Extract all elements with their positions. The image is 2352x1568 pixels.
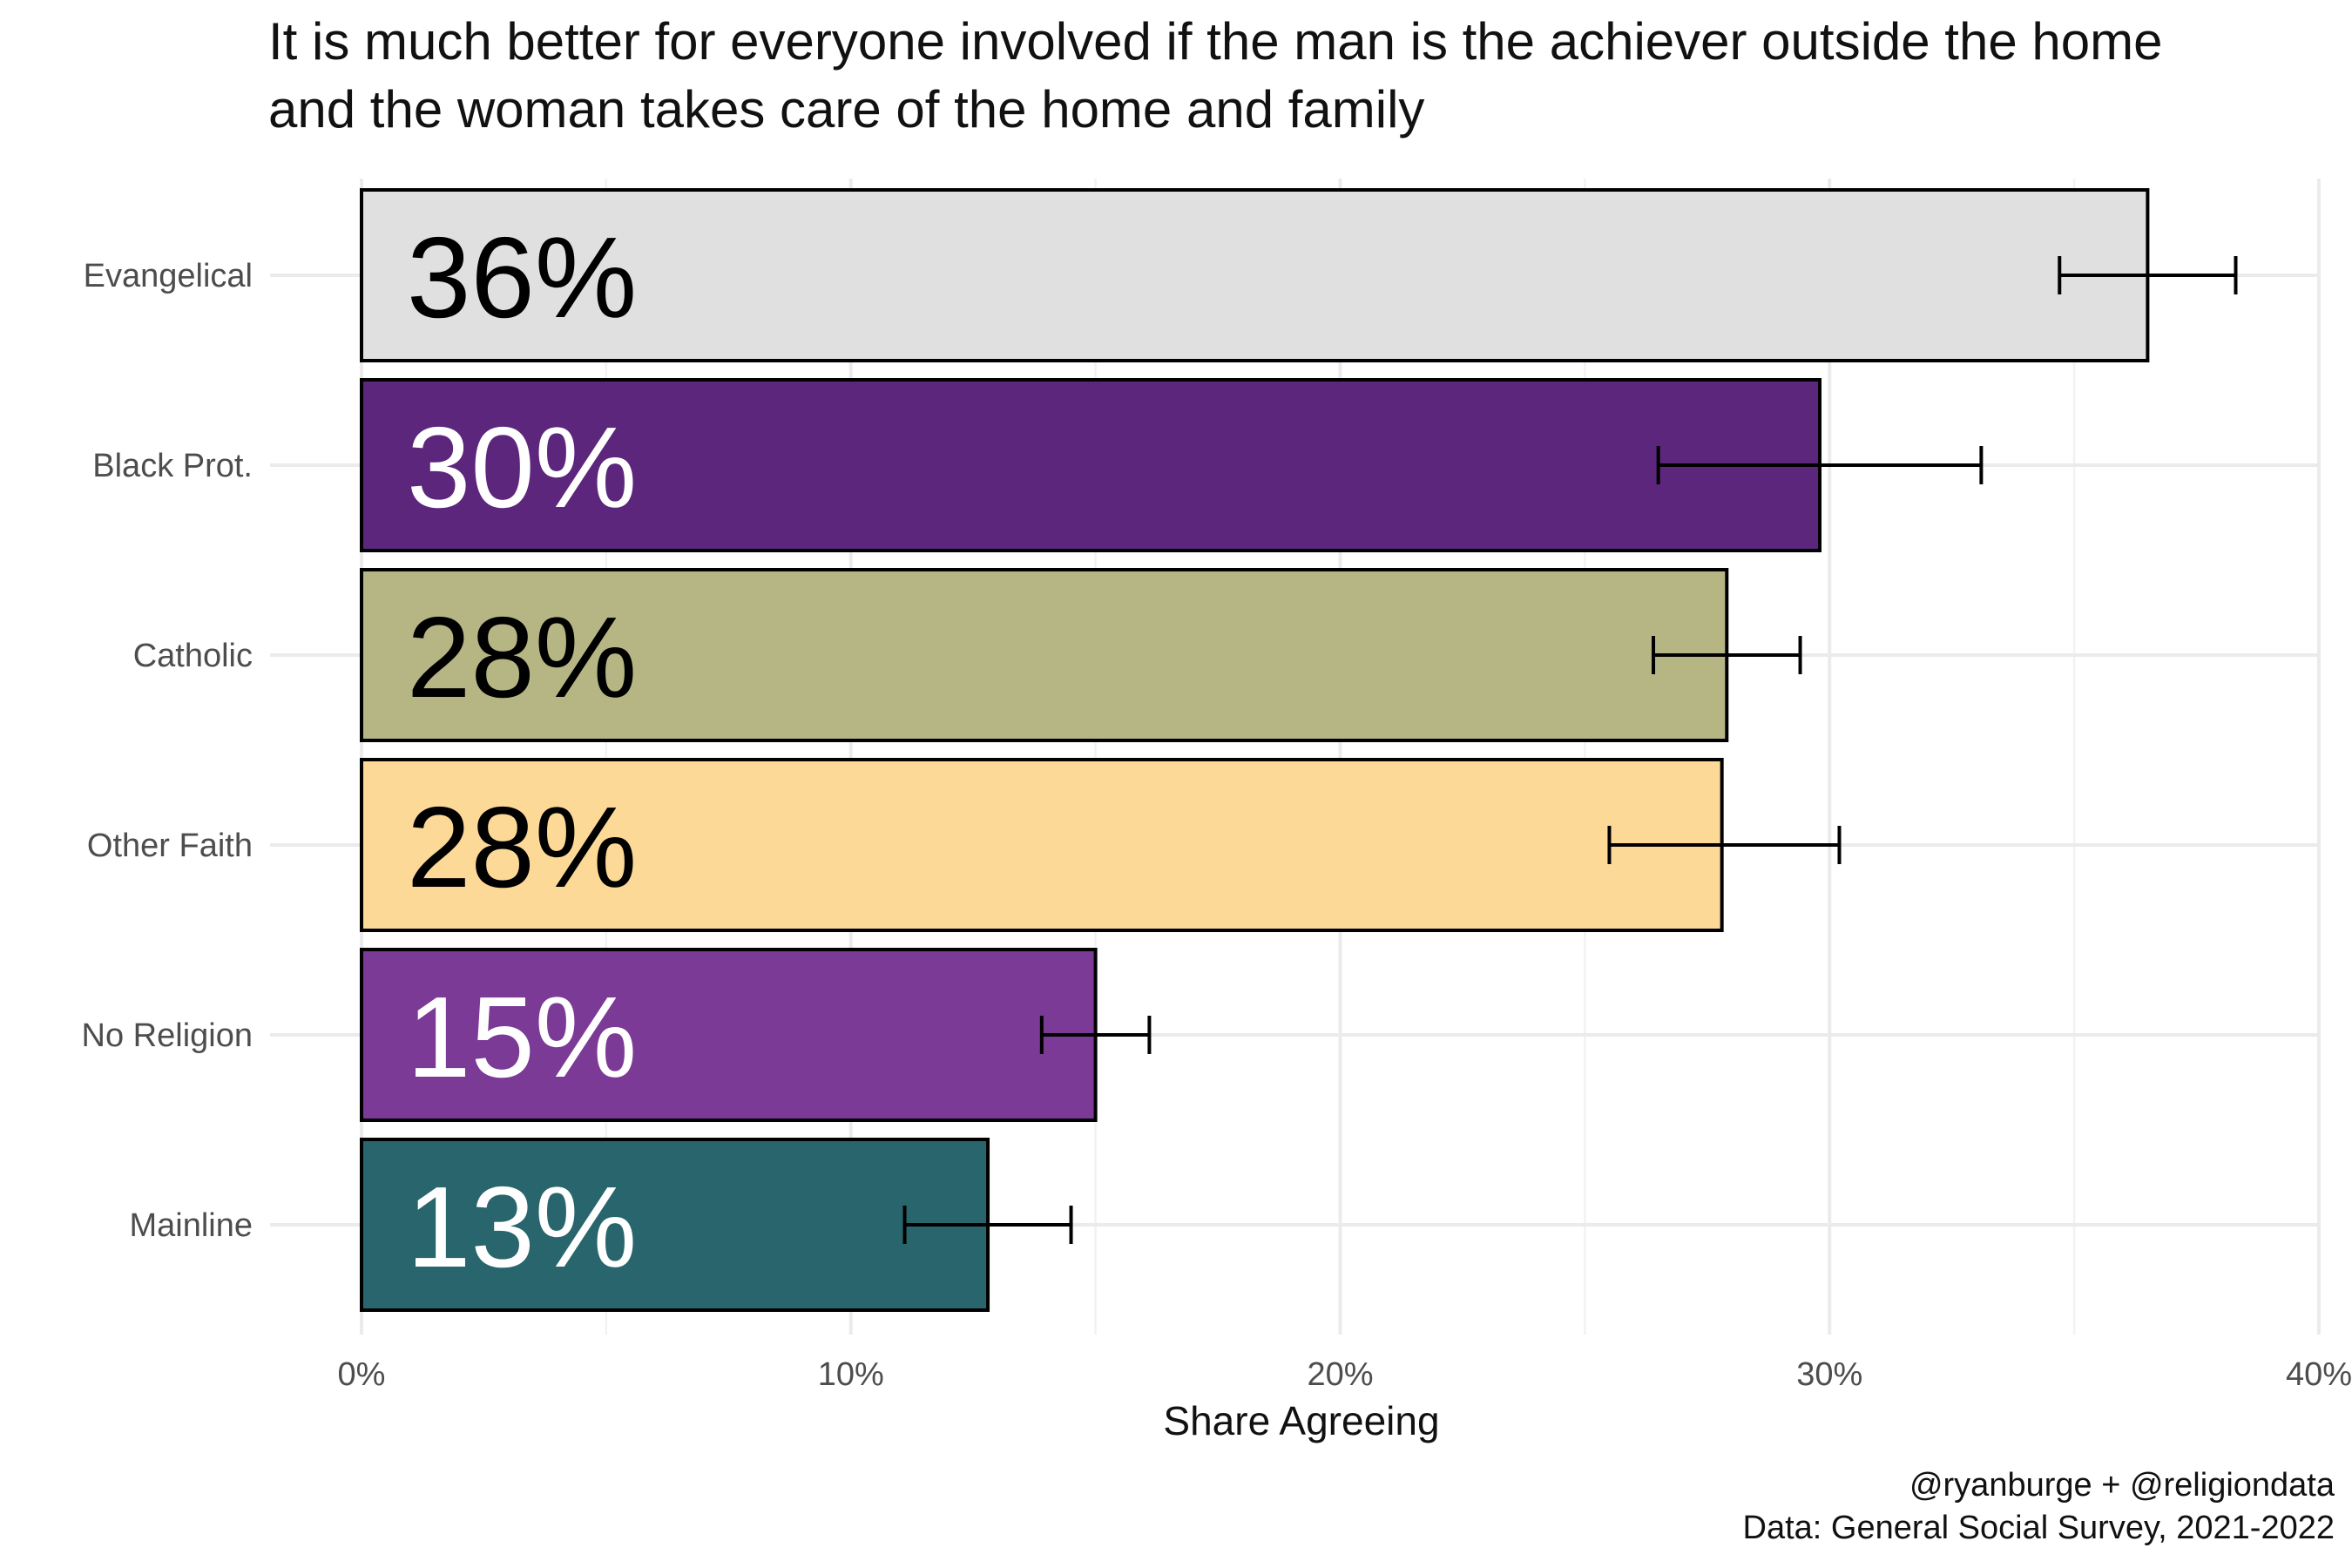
bar-labels: 36% 30% 28% 28% 15% 13% [407, 213, 637, 1291]
x-tick-label: 0% [338, 1356, 386, 1393]
caption-source: Data: General Social Survey, 2021-2022 [1743, 1510, 2335, 1546]
bar-value-label: 36% [407, 213, 637, 341]
x-tick-label: 20% [1307, 1356, 1373, 1393]
x-tick-label: 30% [1796, 1356, 1862, 1393]
bar [360, 188, 2150, 362]
category-label: Catholic [133, 638, 253, 674]
category-label: Black Prot. [92, 448, 253, 484]
chart-title-line-1: It is much better for everyone involved … [268, 12, 2162, 71]
bars [360, 188, 2150, 1312]
bar [360, 1138, 990, 1312]
bar [360, 758, 1724, 932]
bar-value-label: 30% [407, 403, 637, 531]
x-tick-label: 10% [818, 1356, 884, 1393]
x-tick-label: 40% [2286, 1356, 2352, 1393]
bar-value-label: 15% [407, 973, 637, 1101]
bar-value-label: 13% [407, 1163, 637, 1291]
bar-value-label: 28% [407, 783, 637, 911]
error-bars [902, 256, 2238, 1244]
category-label: Evangelical [84, 258, 253, 294]
bar [360, 568, 1729, 742]
chart-title-line-2: and the woman takes care of the home and… [268, 80, 1424, 139]
caption-credit: @ryanburge + @religiondata [1909, 1467, 2335, 1504]
category-label: No Religion [82, 1017, 253, 1054]
category-label: Other Faith [87, 828, 253, 864]
bar [360, 948, 1098, 1122]
category-label: Mainline [129, 1207, 253, 1244]
category-labels: Evangelical Black Prot. Catholic Other Fait… [82, 258, 253, 1244]
x-tick-labels: 0% 10% 20% 30% 40% [338, 1356, 2352, 1393]
x-axis-title: Share Agreeing [1163, 1398, 1439, 1443]
bar-value-label: 28% [407, 593, 637, 721]
